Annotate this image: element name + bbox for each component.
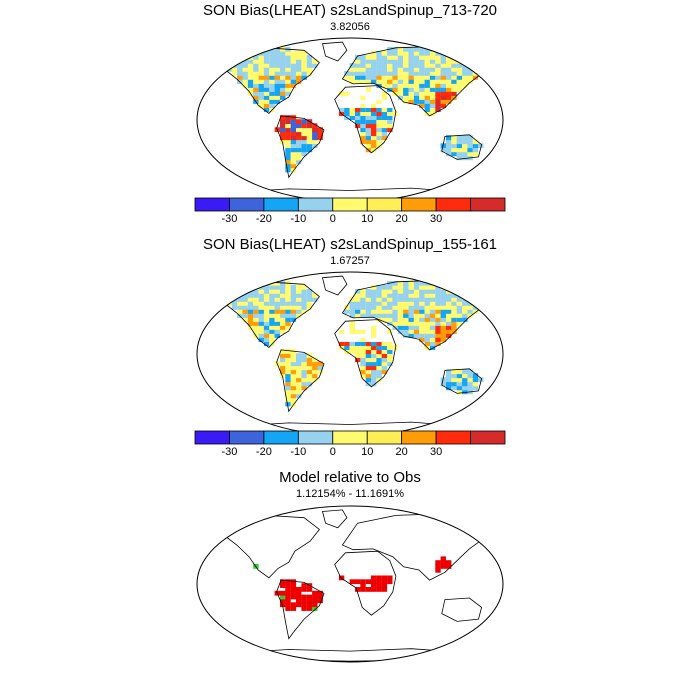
colorbar-swatch	[366, 197, 403, 212]
colorbar-swatch	[297, 197, 334, 212]
coastline-greenland	[322, 41, 348, 62]
colorbar-tick-label: 0	[330, 446, 336, 458]
panel-2-subtitle: 1.67257	[330, 255, 370, 267]
colorbar-tick-label: -20	[256, 213, 272, 225]
colorbar-swatch	[332, 430, 368, 445]
colorbar-tick-label: -10	[290, 213, 306, 225]
colorbar-swatch	[194, 197, 230, 212]
panel-2-title: SON Bias(LHEAT) s2sLandSpinup_155-161	[202, 236, 498, 253]
colorbar-swatch	[263, 197, 299, 212]
map-panel-2	[196, 271, 504, 437]
coastline-africa	[334, 319, 397, 388]
map-panel-3	[196, 505, 504, 663]
colorbar-swatch	[435, 430, 471, 445]
coastline-namerica	[224, 47, 320, 114]
colorbar-tick-label: 20	[396, 213, 408, 225]
coastline-eurasia	[341, 513, 489, 581]
map-frame-3	[196, 505, 504, 663]
colorbar-tick-label: 0	[330, 213, 336, 225]
coastline-samerica	[276, 349, 325, 413]
colorbar-swatch	[470, 430, 506, 445]
coastline-samerica	[276, 579, 325, 640]
colorbar-tick-label: 30	[430, 446, 442, 458]
colorbar-1: -30 -20 -10 0 10 20 30	[194, 197, 506, 225]
colorbar-swatch	[366, 430, 403, 445]
coastline-africa	[334, 550, 397, 616]
colorbar-tick-label: -30	[221, 446, 237, 458]
panel-3-subtitle: 1.12154% - 11.1691%	[295, 488, 405, 500]
colorbar-tick-label: -20	[256, 446, 272, 458]
colorbar-swatch	[470, 197, 506, 212]
colorbar-tick-label: -30	[221, 213, 237, 225]
colorbar-swatch	[401, 197, 437, 212]
colorbar-swatch	[229, 197, 265, 212]
coastline-namerica	[224, 281, 320, 348]
coastline-australia	[441, 368, 483, 394]
coastline-africa	[334, 85, 397, 154]
colorbar-tick-label: 10	[361, 213, 373, 225]
colorbar-swatch	[435, 197, 471, 212]
colorbar-swatch	[194, 430, 230, 445]
colorbar-tick-label: -10	[290, 446, 306, 458]
coastline-greenland	[322, 275, 348, 296]
coastline-greenland	[321, 509, 348, 529]
colorbar-swatch	[263, 430, 299, 445]
colorbar-swatch	[332, 197, 368, 212]
map-panel-1	[196, 37, 504, 203]
coastline-samerica	[276, 115, 325, 179]
colorbar-tick-label: 20	[396, 446, 408, 458]
colorbar-tick-label: 30	[430, 213, 442, 225]
coastline-australia	[441, 597, 483, 622]
coastline-australia	[441, 134, 483, 160]
colorbar-tick-label: 10	[361, 446, 373, 458]
map-field-2	[224, 275, 489, 436]
colorbar-2: -30 -20 -10 0 10 20 30	[194, 430, 506, 458]
coastline-namerica	[224, 514, 320, 579]
colorbar-swatch	[297, 430, 334, 445]
colorbar-swatch	[401, 430, 437, 445]
panel-1-subtitle: 3.82056	[330, 21, 370, 33]
map-field-1	[224, 41, 489, 202]
map-field-3	[224, 509, 489, 662]
colorbar-swatch	[229, 430, 265, 445]
panel-1-title: SON Bias(LHEAT) s2sLandSpinup_713-720	[202, 2, 498, 19]
panel-3-title: Model relative to Obs	[279, 469, 421, 486]
